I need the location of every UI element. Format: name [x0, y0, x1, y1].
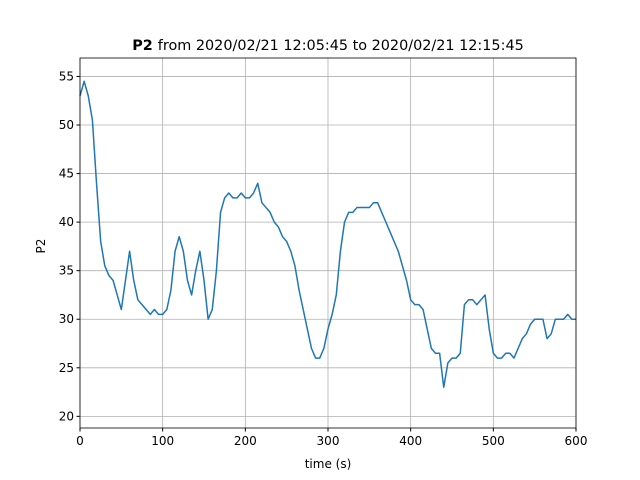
title-bold: P2 — [132, 38, 153, 54]
y-tick-label: 40 — [59, 215, 74, 229]
y-tick-label: 30 — [59, 312, 74, 326]
chart-title: P2 from 2020/02/21 12:05:45 to 2020/02/21… — [132, 38, 524, 54]
x-tick-label: 200 — [234, 434, 257, 448]
x-tick-label: 100 — [151, 434, 174, 448]
y-tick-label: 55 — [59, 69, 74, 83]
title-rest: from 2020/02/21 12:05:45 to 2020/02/21 1… — [158, 38, 524, 54]
x-tick-label: 600 — [565, 434, 588, 448]
x-tick-label: 400 — [399, 434, 422, 448]
x-axis-label: time (s) — [305, 457, 352, 471]
plot-frame — [79, 57, 577, 429]
data-line — [79, 80, 576, 388]
x-tick-label: 300 — [317, 434, 340, 448]
y-tick-label: 45 — [59, 167, 74, 181]
y-axis-label: P2 — [34, 239, 48, 254]
x-tick-label: 0 — [76, 434, 84, 448]
y-tick-label: 35 — [59, 264, 74, 278]
y-tick-label: 50 — [59, 118, 74, 132]
y-tick-label: 20 — [59, 409, 74, 423]
x-tick-label: 500 — [482, 434, 505, 448]
y-tick-label: 25 — [59, 361, 74, 375]
